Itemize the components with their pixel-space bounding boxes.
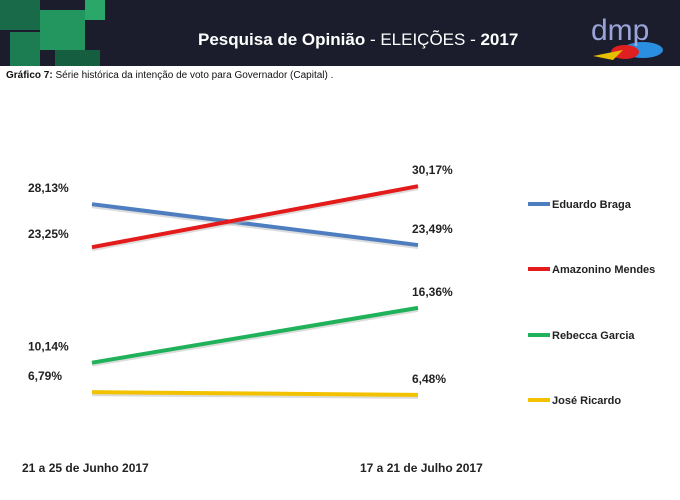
header-title: Pesquisa de Opinião - ELEIÇÕES - 2017 [198, 30, 519, 49]
dmp-logo: dmp [591, 14, 663, 60]
data-label: 30,17% [412, 163, 453, 177]
x-tick-label: 17 a 21 de Julho 2017 [360, 461, 483, 475]
data-label: 16,36% [412, 285, 453, 299]
series-line-2 [91, 305, 419, 365]
x-tick-label: 21 a 25 de Junho 2017 [22, 461, 149, 475]
decor-square [55, 50, 100, 66]
header-banner: Pesquisa de Opinião - ELEIÇÕES - 2017 dm… [0, 0, 680, 66]
data-label: 28,13% [28, 181, 69, 195]
decor-square [40, 10, 85, 50]
data-label: 23,49% [412, 222, 453, 236]
legend-label: Amazonino Mendes [552, 264, 655, 276]
legend-label: José Ricardo [552, 395, 621, 407]
svg-text:dmp: dmp [591, 14, 649, 47]
chart-caption: Gráfico 7: Série histórica da intenção d… [6, 70, 334, 81]
decor-square [0, 0, 40, 30]
series-line-3 [91, 390, 419, 397]
series-line-0 [91, 202, 419, 248]
decor-square [85, 0, 105, 20]
data-label: 6,79% [28, 369, 62, 383]
legend-label: Rebecca Garcia [552, 330, 635, 342]
data-label: 23,25% [28, 227, 69, 241]
series-line-1 [91, 184, 419, 250]
data-label: 10,14% [28, 340, 69, 354]
data-label: 6,48% [412, 372, 446, 386]
decor-square [10, 32, 40, 66]
legend-label: Eduardo Braga [552, 199, 632, 211]
